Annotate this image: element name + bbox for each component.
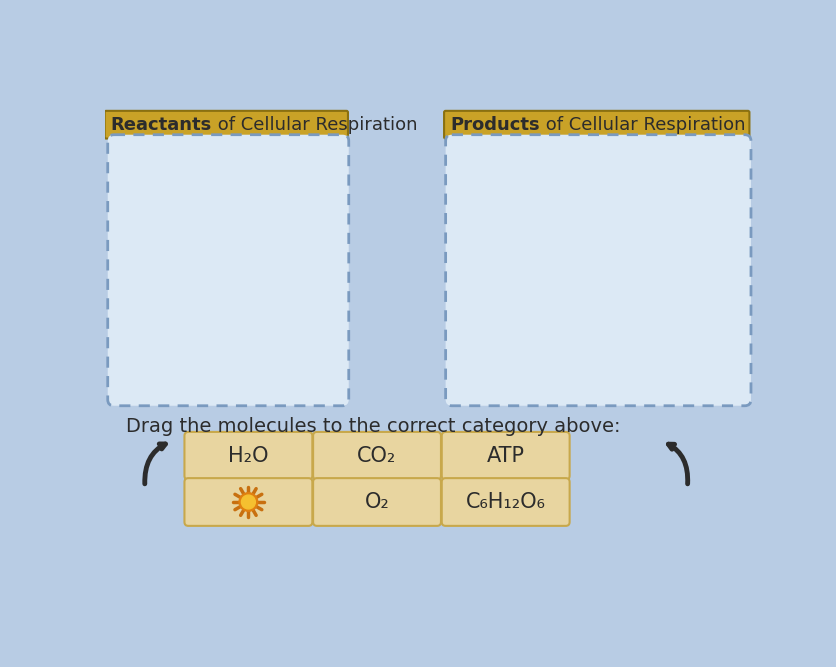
FancyBboxPatch shape (108, 135, 349, 406)
Circle shape (241, 495, 255, 509)
Text: Drag the molecules to the correct category above:: Drag the molecules to the correct catego… (126, 418, 620, 436)
FancyBboxPatch shape (441, 478, 569, 526)
Text: O₂: O₂ (364, 492, 389, 512)
FancyBboxPatch shape (444, 111, 748, 139)
Text: of Cellular Respiration: of Cellular Respiration (539, 115, 745, 133)
FancyBboxPatch shape (313, 432, 441, 480)
Text: Reactants: Reactants (110, 115, 212, 133)
Text: of Cellular Respiration: of Cellular Respiration (212, 115, 417, 133)
Circle shape (239, 493, 257, 511)
FancyBboxPatch shape (441, 432, 569, 480)
FancyBboxPatch shape (184, 432, 312, 480)
Text: CO₂: CO₂ (357, 446, 396, 466)
FancyBboxPatch shape (445, 135, 750, 406)
Text: H₂O: H₂O (228, 446, 268, 466)
Text: ATP: ATP (486, 446, 524, 466)
FancyBboxPatch shape (313, 478, 441, 526)
Text: Products: Products (450, 115, 539, 133)
Text: C₆H₁₂O₆: C₆H₁₂O₆ (465, 492, 545, 512)
FancyBboxPatch shape (184, 478, 312, 526)
FancyBboxPatch shape (104, 111, 348, 139)
